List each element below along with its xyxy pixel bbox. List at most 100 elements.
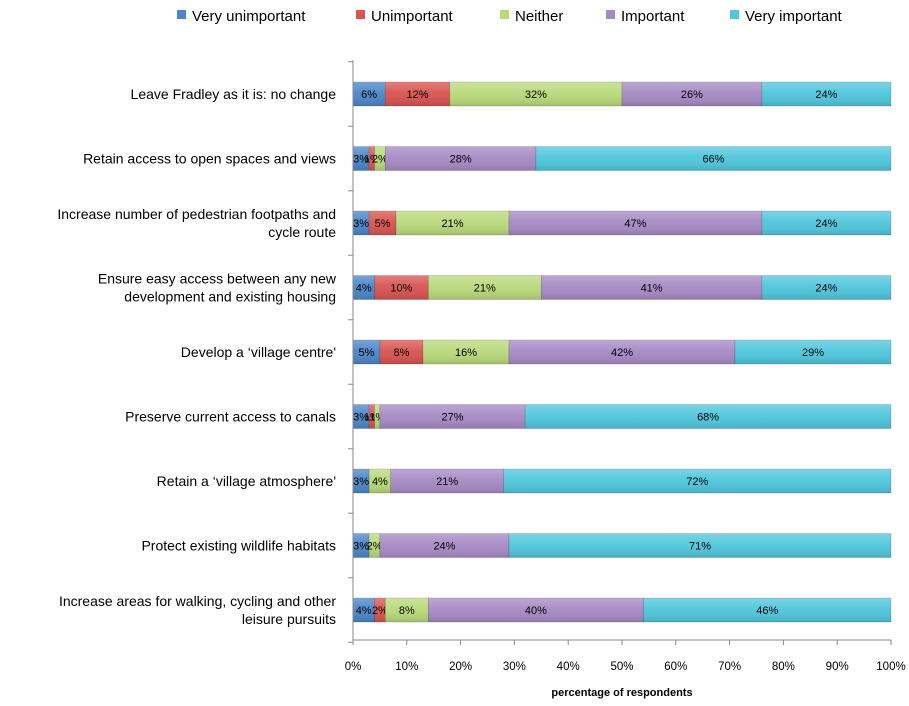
bar-value-label: 5% xyxy=(358,347,374,359)
bar-row: 3%2% 24% 71% xyxy=(352,533,892,558)
legend-label: Important xyxy=(621,8,685,25)
bar-segment-shade xyxy=(535,146,891,171)
bar-segment-shade xyxy=(353,469,370,493)
bar-value-label: 29% xyxy=(802,347,824,359)
legend-label: Neither xyxy=(515,8,563,25)
bar-segment-shade xyxy=(643,598,891,622)
bar-value-label: 2% xyxy=(372,605,388,617)
category-label: Retain a ‘village atmosphere' xyxy=(157,473,336,489)
bar-value-label: 16% xyxy=(455,347,477,359)
bar-segment-shade xyxy=(385,598,429,622)
bar-segment-shade xyxy=(509,533,891,558)
bar-value-label: 3% xyxy=(353,476,369,488)
bar-segment-shade xyxy=(385,146,536,171)
bar-value-label: 68% xyxy=(697,412,719,424)
bar-segment-shade xyxy=(525,404,891,429)
x-tick-label: 90% xyxy=(826,661,849,673)
legend: Very unimportant Unimportant Neither Import… xyxy=(177,8,843,25)
bar-value-label: 8% xyxy=(393,347,409,359)
category-label: Ensure easy access between any new xyxy=(98,271,337,287)
bar-segment-shade xyxy=(379,404,526,429)
category-label: development and existing housing xyxy=(124,289,336,305)
bar-segment-shade xyxy=(374,598,386,622)
legend-item: Very unimportant xyxy=(177,8,306,25)
bar-segment-shade xyxy=(428,598,644,622)
bar-segment-shade xyxy=(390,469,504,493)
bar-segment-shade xyxy=(353,533,370,558)
bar-row: 3% 4% 21% 72% xyxy=(352,468,892,494)
bar-segment-shade xyxy=(379,533,510,558)
category-label: Preserve current access to canals xyxy=(125,409,336,425)
bar-segment-shade xyxy=(379,340,423,364)
bar-value-label: 4% xyxy=(372,476,388,488)
bar-value-label: 46% xyxy=(756,605,778,617)
bar-value-label: 66% xyxy=(702,154,724,166)
category-label: Protect existing wildlife habitats xyxy=(141,538,336,554)
legend-swatch xyxy=(177,10,186,19)
bar-row: 4% 2% 8% 40% 46% xyxy=(352,597,892,623)
bar-segment-shade xyxy=(509,211,762,235)
bar-segment-shade xyxy=(396,211,510,235)
bar-value-label: 4% xyxy=(356,283,372,295)
bar-value-label: 42% xyxy=(611,347,633,359)
bar-segment-shade xyxy=(761,82,891,106)
legend-item: Unimportant xyxy=(356,8,454,25)
bar-segment-shade xyxy=(374,146,386,171)
bar-segment-shade xyxy=(734,340,891,364)
bar-segment-shade xyxy=(761,275,891,300)
bar-row: 3%1%1% 27% 68% xyxy=(352,404,892,429)
bar-row: 6% 12% 32% 26% 24% xyxy=(352,81,892,107)
bar-value-label: 3% xyxy=(353,154,369,166)
bar-segment-shade xyxy=(369,469,391,493)
category-label: Retain access to open spaces and views xyxy=(83,151,336,167)
category-label: Leave Fradley as it is: no change xyxy=(131,86,337,102)
bar-value-label: 21% xyxy=(442,218,464,230)
bar-segment-shade xyxy=(369,211,397,235)
legend-item: Very important xyxy=(730,8,843,25)
bar-segment-shade xyxy=(353,275,375,300)
x-tick-label: 100% xyxy=(876,661,905,673)
x-tick-label: 0% xyxy=(345,661,362,673)
bar-value-label: 72% xyxy=(686,476,708,488)
bar-segment-shade xyxy=(353,211,370,235)
bar-segment-shade xyxy=(369,404,375,429)
bar-segment-shade xyxy=(761,211,891,235)
bar-segment-shade xyxy=(449,82,622,106)
bar-segment-shade xyxy=(369,146,375,171)
bar-segment-shade xyxy=(541,275,762,300)
bar-value-label: 27% xyxy=(442,412,464,424)
x-tick-label: 20% xyxy=(449,661,472,673)
category-label: cycle route xyxy=(268,224,336,240)
legend-label: Very important xyxy=(745,8,843,25)
bar-value-label: 3% xyxy=(353,412,369,424)
bar-value-label: 3% xyxy=(353,541,369,553)
category-label: Increase areas for walking, cycling and … xyxy=(59,593,336,609)
x-tick-label: 30% xyxy=(503,661,526,673)
bar-segment-shade xyxy=(369,533,380,558)
bar-segment-shade xyxy=(374,275,429,300)
bar-value-label: 47% xyxy=(624,218,646,230)
x-axis-title: percentage of respondents xyxy=(551,687,692,699)
x-tick-label: 40% xyxy=(557,661,580,673)
bar-value-label: 21% xyxy=(436,476,458,488)
plot-area: 6% 12% 32% 26% 24%3%1%2% 28% 66%3% 5% 21% 47% 24%4… xyxy=(352,81,892,623)
bar-segment-shade xyxy=(422,340,510,364)
bar-row: 3% 5% 21% 47% 24% xyxy=(352,210,892,236)
bar-value-label: 24% xyxy=(815,218,837,230)
legend-item: Neither xyxy=(500,8,563,25)
bar-value-label: 5% xyxy=(375,218,391,230)
legend-swatch xyxy=(500,10,509,19)
category-label: Increase number of pedestrian footpaths … xyxy=(57,206,336,222)
bar-value-label: 2% xyxy=(372,154,388,166)
bar-value-label: 8% xyxy=(399,605,415,617)
bar-segment-shade xyxy=(353,82,386,106)
category-label: Develop a ‘village centre' xyxy=(181,344,336,360)
category-labels: Leave Fradley as it is: no change Retain … xyxy=(57,86,337,627)
bar-segment-shade xyxy=(353,598,375,622)
bar-row: 5% 8% 16% 42% 29% xyxy=(352,339,892,365)
legend-swatch xyxy=(356,10,365,19)
legend-swatch xyxy=(606,10,615,19)
bar-value-label: 24% xyxy=(815,89,837,101)
bar-value-label: 6% xyxy=(361,89,377,101)
